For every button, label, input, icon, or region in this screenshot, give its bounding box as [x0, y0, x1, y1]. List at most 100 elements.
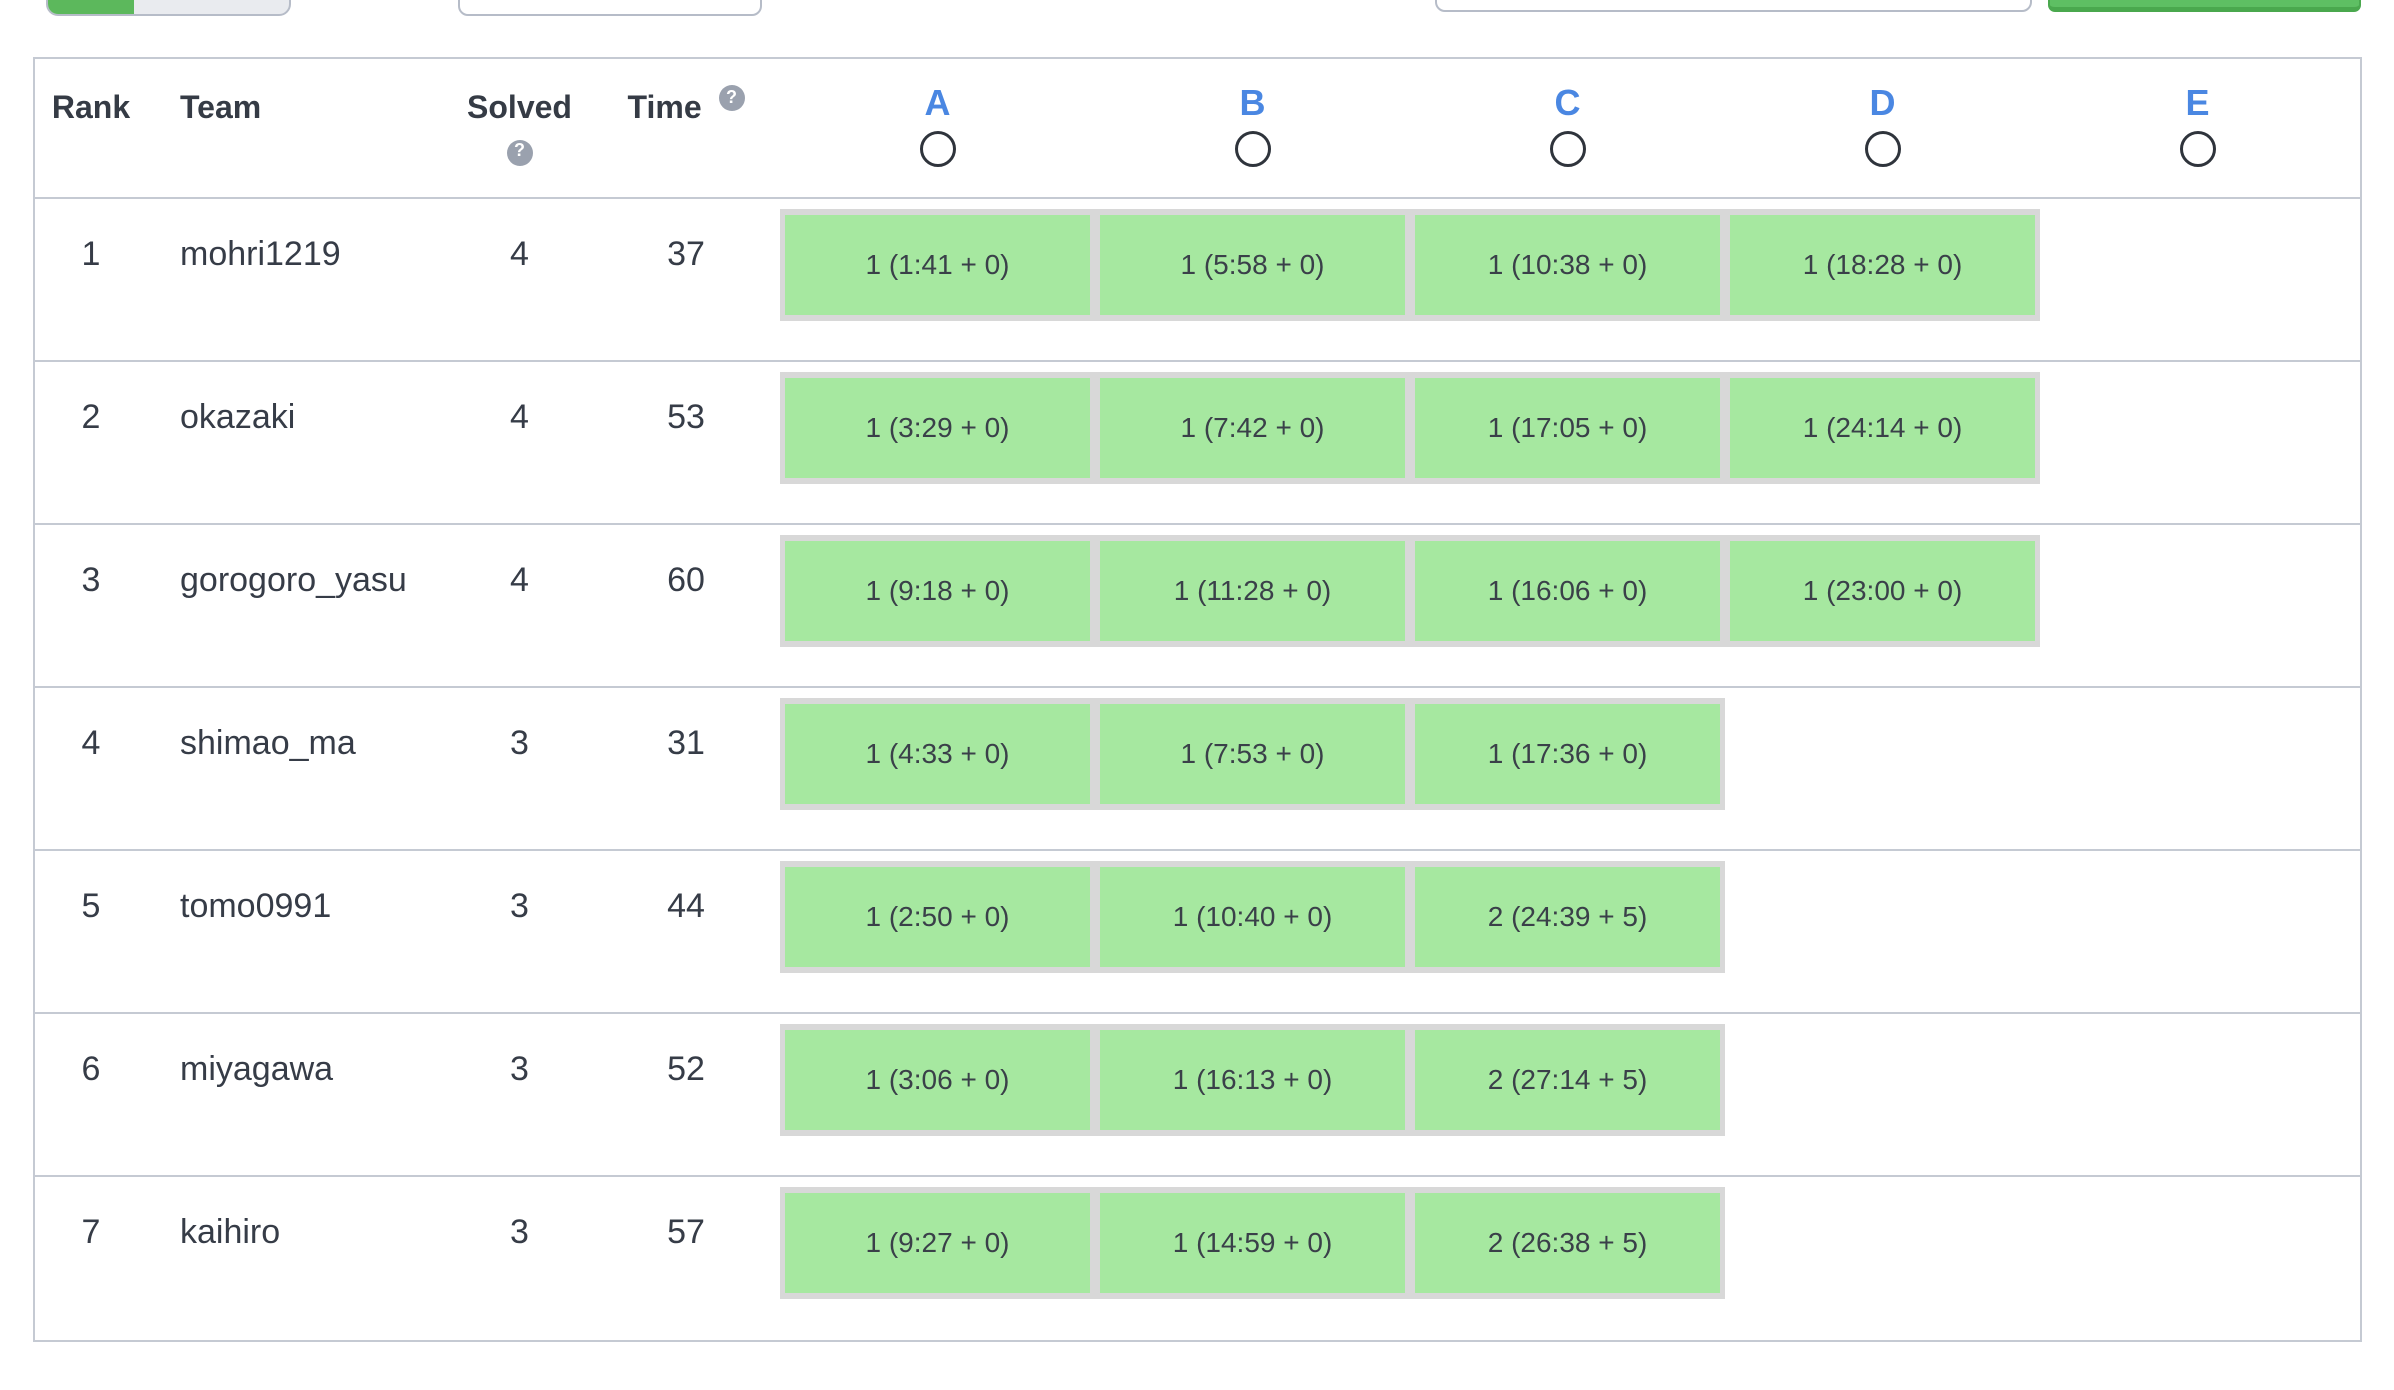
team-name: kaihiro — [180, 1213, 281, 1251]
solved-count: 3 — [510, 1213, 529, 1251]
accepted-result: 2 (27:14 + 5) — [1415, 1030, 1720, 1130]
rank-cell: 7 — [81, 1213, 101, 1251]
problem-circle-icon[interactable] — [919, 131, 956, 167]
time-penalty: 60 — [667, 561, 705, 599]
result-cell-frame: 1 (7:53 + 0) — [1095, 698, 1410, 810]
problem-link[interactable]: D — [1869, 82, 1896, 123]
problem-link[interactable]: E — [2185, 82, 2210, 123]
accepted-result: 1 (18:28 + 0) — [1730, 215, 2035, 315]
result-cell-frame: 1 (16:06 + 0) — [1410, 535, 1725, 647]
result-cell: 1 (17:36 + 0) — [1410, 688, 1725, 849]
result-cell-frame: 1 (10:38 + 0) — [1410, 209, 1725, 321]
result-cell — [1725, 688, 2040, 849]
team-name: okazaki — [180, 398, 296, 436]
team-name: mohri1219 — [180, 235, 341, 273]
standings-row: 2 okazaki 4 53 1 (3:29 + 0) 1 (7:42 + 0) 1 (17… — [35, 362, 2360, 525]
accepted-result: 1 (3:29 + 0) — [785, 378, 1090, 478]
problem-circle-icon[interactable] — [1549, 131, 1586, 167]
problem-circle-icon[interactable] — [2179, 131, 2216, 167]
problem-column-header: B — [1095, 59, 1410, 197]
result-cell — [2040, 362, 2355, 523]
toggle-on-segment — [48, 0, 134, 14]
time-penalty: 53 — [667, 398, 705, 436]
result-cell: 1 (14:59 + 0) — [1095, 1177, 1410, 1340]
result-cell-frame: 1 (9:27 + 0) — [780, 1187, 1095, 1299]
accepted-result: 1 (17:05 + 0) — [1415, 378, 1720, 478]
result-cell-frame: 1 (3:06 + 0) — [780, 1024, 1095, 1136]
rank-cell: 3 — [81, 561, 101, 599]
standings-row: 3 gorogoro_yasu 4 60 1 (9:18 + 0) 1 (11:28 + … — [35, 525, 2360, 688]
search-submit-button[interactable] — [2048, 0, 2361, 12]
result-cell: 2 (24:39 + 5) — [1410, 851, 1725, 1012]
accepted-result: 1 (17:36 + 0) — [1415, 704, 1720, 804]
problem-link[interactable]: A — [924, 82, 951, 123]
time-penalty: 52 — [667, 1050, 705, 1088]
problem-circle-icon[interactable] — [1864, 131, 1901, 167]
result-cell: 1 (16:13 + 0) — [1095, 1014, 1410, 1175]
standings-body: 1 mohri1219 4 37 1 (1:41 + 0) 1 (5:58 + 0) 1 (… — [35, 199, 2360, 1340]
result-cell: 2 (26:38 + 5) — [1410, 1177, 1725, 1340]
standings-row: 6 miyagawa 3 52 1 (3:06 + 0) 1 (16:13 + 0) 2 (… — [35, 1014, 2360, 1177]
result-cell: 1 (3:06 + 0) — [780, 1014, 1095, 1175]
result-cell-frame: 1 (1:41 + 0) — [780, 209, 1095, 321]
problem-circle-icon[interactable] — [1234, 131, 1271, 167]
rank-column-header: Rank — [51, 89, 131, 125]
time-column-header: Time ? — [592, 59, 780, 197]
time-penalty: 57 — [667, 1213, 705, 1251]
solved-column-label: Solved — [467, 89, 572, 125]
accepted-result: 1 (16:06 + 0) — [1415, 541, 1720, 641]
result-cell-frame: 1 (4:33 + 0) — [780, 698, 1095, 810]
problem-link[interactable]: C — [1554, 82, 1581, 123]
result-cell-frame: 2 (26:38 + 5) — [1410, 1187, 1725, 1299]
standings-row: 1 mohri1219 4 37 1 (1:41 + 0) 1 (5:58 + 0) 1 (… — [35, 199, 2360, 362]
result-cell — [2040, 525, 2355, 686]
result-cell — [2040, 199, 2355, 360]
result-cell-frame: 2 (24:39 + 5) — [1410, 861, 1725, 973]
team-column-header: Team — [180, 89, 262, 125]
result-cell-frame: 1 (17:36 + 0) — [1410, 698, 1725, 810]
result-cell-frame: 1 (24:14 + 0) — [1725, 372, 2040, 484]
solved-count: 3 — [510, 887, 529, 925]
result-cell-frame: 1 (16:13 + 0) — [1095, 1024, 1410, 1136]
solved-help-icon[interactable]: ? — [506, 140, 533, 166]
team-name: shimao_ma — [180, 724, 356, 762]
auto-refresh-toggle[interactable] — [46, 0, 291, 16]
rank-cell: 5 — [81, 887, 101, 925]
accepted-result: 1 (7:42 + 0) — [1100, 378, 1405, 478]
time-column-label: Time — [627, 89, 702, 125]
search-input[interactable] — [1435, 0, 2032, 12]
problem-column-header: E — [2040, 59, 2355, 197]
result-cell-frame: 1 (18:28 + 0) — [1725, 209, 2040, 321]
result-cell-frame: 2 (27:14 + 5) — [1410, 1024, 1725, 1136]
result-cell: 2 (27:14 + 5) — [1410, 1014, 1725, 1175]
result-cell: 1 (23:00 + 0) — [1725, 525, 2040, 686]
solved-column-header: Solved ? — [447, 59, 592, 197]
accepted-result: 1 (7:53 + 0) — [1100, 704, 1405, 804]
result-cell: 1 (1:41 + 0) — [780, 199, 1095, 360]
solved-count: 4 — [510, 398, 529, 436]
accepted-result: 2 (24:39 + 5) — [1415, 867, 1720, 967]
time-help-icon[interactable]: ? — [718, 84, 745, 111]
result-cell-frame: 1 (10:40 + 0) — [1095, 861, 1410, 973]
accepted-result: 1 (4:33 + 0) — [785, 704, 1090, 804]
standings-table: Rank Team Solved ? Time ? A B C D E 1 mohri12… — [33, 57, 2362, 1342]
filter-select[interactable] — [458, 0, 762, 16]
result-cell: 1 (18:28 + 0) — [1725, 199, 2040, 360]
result-cell: 1 (11:28 + 0) — [1095, 525, 1410, 686]
result-cell-frame: 1 (9:18 + 0) — [780, 535, 1095, 647]
result-cell-frame: 1 (14:59 + 0) — [1095, 1187, 1410, 1299]
problem-column-header: D — [1725, 59, 2040, 197]
problem-link[interactable]: B — [1239, 82, 1266, 123]
rank-cell: 6 — [81, 1050, 101, 1088]
result-cell: 1 (10:40 + 0) — [1095, 851, 1410, 1012]
result-cell — [2040, 688, 2355, 849]
rank-cell: 4 — [81, 724, 101, 762]
problem-column-header: C — [1410, 59, 1725, 197]
problem-headers: A B C D E — [780, 59, 2355, 197]
result-cell: 1 (5:58 + 0) — [1095, 199, 1410, 360]
solved-count: 3 — [510, 1050, 529, 1088]
result-cell-frame: 1 (11:28 + 0) — [1095, 535, 1410, 647]
result-cell — [2040, 851, 2355, 1012]
accepted-result: 1 (10:40 + 0) — [1100, 867, 1405, 967]
